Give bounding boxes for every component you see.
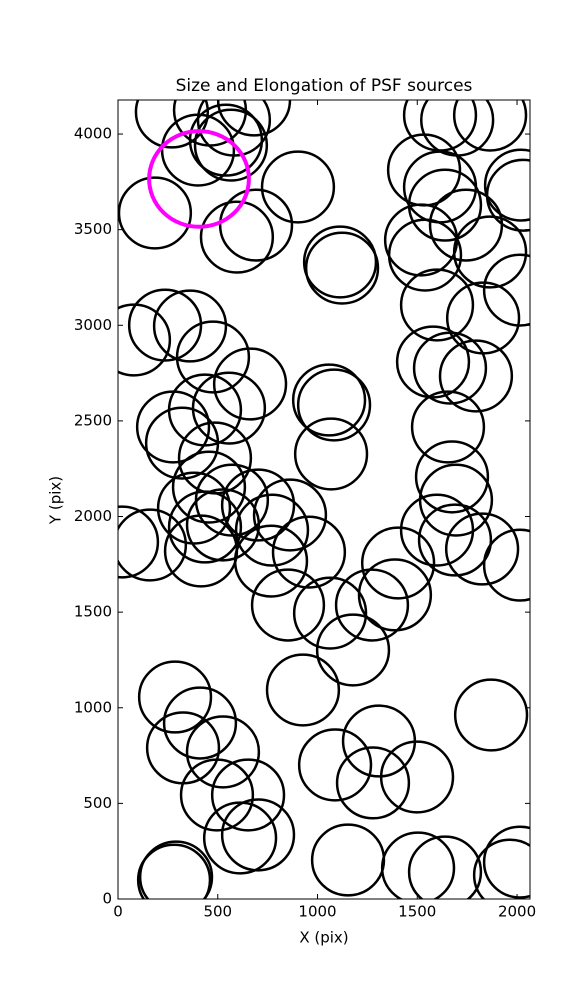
psf-ellipse — [335, 746, 411, 820]
psf-ellipse — [453, 678, 529, 752]
psf-ellipse — [175, 320, 251, 394]
psf-ellipse — [387, 218, 463, 292]
psf-ellipse — [260, 150, 336, 224]
x-tick-label: 2000 — [498, 903, 536, 921]
y-tick-label: 3500 — [74, 220, 112, 238]
x-tick-label: 1000 — [298, 903, 336, 921]
psf-ellipse — [483, 148, 530, 222]
psf-ellipse — [428, 188, 504, 262]
psf-ellipse — [407, 835, 483, 899]
psf-ellipse — [145, 711, 221, 785]
psf-ellipse — [292, 576, 368, 650]
psf-ellipse — [271, 515, 347, 589]
psf-ellipse — [144, 406, 220, 480]
psf-ellipse — [118, 505, 160, 579]
psf-ellipse — [167, 490, 243, 564]
psf-ellipse — [134, 100, 210, 149]
psf-ellipse — [172, 100, 248, 147]
psf-ellipse — [310, 823, 386, 897]
psf-ellipse — [291, 363, 367, 437]
psf-ellipse — [137, 660, 213, 734]
psf-ellipse — [171, 450, 247, 524]
psf-ellipse — [304, 231, 380, 305]
psf-ellipse — [162, 686, 238, 760]
psf-ellipse — [156, 471, 232, 545]
psf-ellipse — [438, 339, 514, 413]
psf-ellipse — [127, 288, 203, 362]
psf-ellipse — [302, 225, 378, 299]
psf-ellipse — [185, 488, 261, 562]
psf-ellipse — [234, 493, 310, 567]
y-tick-label: 1000 — [74, 698, 112, 716]
psf-ellipse — [444, 512, 520, 586]
psf-ellipse — [220, 468, 296, 542]
psf-ellipse — [472, 838, 530, 899]
psf-ellipse — [138, 840, 214, 899]
y-tick-label: 2000 — [74, 507, 112, 525]
x-tick-label: 500 — [203, 903, 232, 921]
psf-ellipse — [399, 268, 475, 342]
axes-frame — [117, 99, 531, 900]
psf-ellipse — [482, 825, 530, 899]
psf-ellipse — [452, 100, 528, 152]
y-tick-label: 1500 — [74, 603, 112, 621]
psf-ellipse — [118, 303, 172, 377]
psf-ellipse — [199, 200, 275, 274]
psf-ellipse — [334, 568, 410, 642]
psf-ellipse — [147, 129, 251, 229]
psf-ellipse — [482, 528, 530, 602]
psf-ellipse — [118, 508, 188, 582]
psf-ellipse — [357, 558, 433, 632]
psf-ellipse — [250, 568, 326, 642]
psf-ellipse — [152, 289, 228, 363]
chart-title: Size and Elongation of PSF sources — [176, 76, 473, 96]
psf-ellipse — [118, 176, 193, 250]
psf-ellipse — [210, 758, 286, 832]
psf-ellipse — [414, 440, 490, 514]
psf-ellipse — [297, 728, 373, 802]
x-tick-label: 0 — [113, 903, 123, 921]
psf-ellipse — [233, 524, 309, 598]
y-tick-label: 0 — [102, 890, 112, 908]
x-tick-label: 1500 — [398, 903, 436, 921]
y-tick-label: 4000 — [74, 125, 112, 143]
psf-ellipse — [135, 390, 211, 464]
psf-ellipse — [196, 100, 272, 157]
psf-ellipse — [417, 503, 493, 577]
psf-ellipse — [252, 478, 328, 552]
psf-ellipse — [193, 108, 269, 182]
psf-ellipse — [293, 417, 369, 491]
psf-ellipse — [379, 740, 455, 814]
psf-ellipse — [452, 215, 528, 289]
psf-ellipse — [265, 653, 341, 727]
plot-area — [118, 100, 530, 899]
psf-ellipse — [360, 526, 436, 600]
psf-ellipse — [412, 331, 488, 405]
psf-ellipse — [410, 390, 486, 464]
psf-ellipse — [482, 253, 530, 327]
psf-ellipse — [163, 514, 239, 588]
psf-ellipse — [296, 368, 372, 442]
psf-ellipse — [202, 801, 278, 875]
psf-ellipse — [395, 325, 471, 399]
y-axis-label: Y (pix) — [47, 476, 65, 525]
psf-ellipse — [136, 843, 212, 899]
psf-ellipse — [407, 168, 483, 242]
psf-ellipse — [399, 493, 475, 567]
x-axis-label: X (pix) — [299, 929, 348, 947]
psf-ellipse — [220, 798, 296, 872]
y-tick-label: 3000 — [74, 316, 112, 334]
psf-ellipse — [185, 715, 261, 789]
y-tick-label: 500 — [83, 794, 112, 812]
psf-ellipse — [212, 347, 288, 421]
psf-ellipse — [218, 188, 294, 262]
y-tick-label: 2500 — [74, 411, 112, 429]
psf-ellipse — [315, 613, 391, 687]
psf-ellipse — [380, 831, 456, 899]
psf-ellipse — [179, 758, 255, 832]
